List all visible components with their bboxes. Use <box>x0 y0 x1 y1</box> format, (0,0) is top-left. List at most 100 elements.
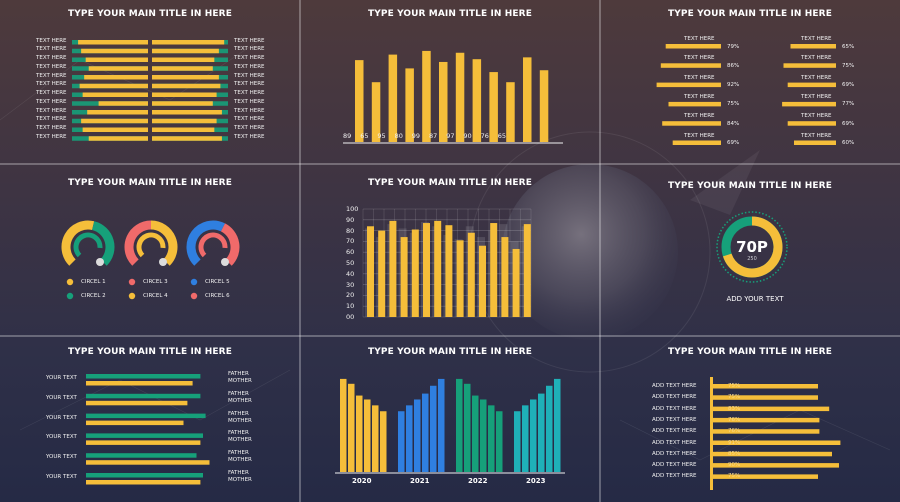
p3-label: TEXT HERE <box>801 55 832 62</box>
p1-right-bar <box>152 66 213 71</box>
p5-bar <box>367 226 374 317</box>
p7-series-label-2: MOTHER <box>228 437 252 444</box>
p1-right-label: TEXT HERE <box>234 116 265 123</box>
p5-bar <box>523 224 531 317</box>
p1-right-label: TEXT HERE <box>234 72 265 79</box>
p9-label: ADD TEXT HERE <box>652 439 697 446</box>
p9-value-label: 76% <box>728 416 741 423</box>
p1-right-label: TEXT HERE <box>234 63 265 70</box>
p3-label: TEXT HERE <box>684 55 715 62</box>
p3-bar <box>672 140 721 145</box>
p8-bar <box>514 411 521 472</box>
p2-bar <box>371 82 381 142</box>
p7-label: YOUR TEXT <box>46 394 77 401</box>
p1-left-bar <box>88 136 148 141</box>
p1-left-bar <box>81 118 148 124</box>
p1-left-label: TEXT HERE <box>36 116 67 123</box>
p3-value-label: 84% <box>727 120 740 127</box>
p2-bar-label: 76 <box>480 132 489 140</box>
p5-ytick: 40 <box>346 269 355 278</box>
panel-1-title: TYPE YOUR MAIN TITLE IN HERE <box>68 9 232 19</box>
p1-left-label: TEXT HERE <box>36 107 67 114</box>
p1-right-bar <box>152 101 213 106</box>
panel-3-title: TYPE YOUR MAIN TITLE IN HERE <box>668 9 832 19</box>
p1-right-label: TEXT HERE <box>234 98 265 105</box>
p2-bar <box>455 52 465 143</box>
panel-7-title: TYPE YOUR MAIN TITLE IN HERE <box>68 347 232 357</box>
p9-value-label: 85% <box>728 450 741 457</box>
p4-gauge-knob <box>96 258 104 266</box>
p8-group-label: 2021 <box>410 477 430 485</box>
p1-left-bar <box>79 83 148 89</box>
p9-bar <box>713 406 830 412</box>
p1-left-label: TEXT HERE <box>36 133 67 140</box>
p9-label: ADD TEXT HERE <box>652 473 697 480</box>
p1-left-label: TEXT HERE <box>36 37 67 44</box>
p9-bar <box>713 417 820 423</box>
p9-bar <box>713 474 818 479</box>
p5-ytick: 100 <box>346 205 359 213</box>
p3-value-label: 77% <box>842 101 855 108</box>
p3-bar <box>787 82 836 88</box>
p4-gauge-knob <box>159 258 167 266</box>
panel-9-title: TYPE YOUR MAIN TITLE IN HERE <box>668 347 832 357</box>
p9-label: ADD TEXT HERE <box>652 405 697 412</box>
p3-label: TEXT HERE <box>684 113 715 120</box>
p5-ytick: 60 <box>346 248 355 257</box>
p2-bar-label: 95 <box>377 132 386 140</box>
p1-right-bar <box>152 83 221 89</box>
p4-legend-label: CIRCEL 2 <box>81 292 106 299</box>
p2-bar <box>523 57 532 142</box>
p1-right-label: TEXT HERE <box>234 107 265 114</box>
p7-series-label-2: MOTHER <box>228 417 252 424</box>
p8-bar <box>348 383 355 472</box>
p5-bar <box>490 223 498 317</box>
p3-label: TEXT HERE <box>801 36 832 42</box>
p7-series-label-2: MOTHER <box>228 378 252 384</box>
p4-gauge-outer-arc-2 <box>91 221 115 266</box>
p1-left-bar <box>87 110 148 115</box>
p2-bar <box>422 50 431 142</box>
p2-bar <box>472 59 482 143</box>
p7-label: YOUR TEXT <box>46 474 77 480</box>
p7-bar-father <box>86 413 206 419</box>
p5-ytick: 30 <box>346 280 355 289</box>
p2-bar-label: 90 <box>463 132 472 140</box>
p4-legend-label: CIRCEL 1 <box>81 278 106 285</box>
panel-6-title: TYPE YOUR MAIN TITLE IN HERE <box>668 181 832 191</box>
gauge-caption: ADD YOUR TEXT <box>726 295 784 303</box>
p3-value-label: 86% <box>727 62 740 69</box>
p5-bar <box>400 237 408 317</box>
p7-bar-father <box>86 473 203 478</box>
p3-value-label: 79% <box>727 43 740 50</box>
p9-bar <box>713 463 839 468</box>
p5-bar <box>456 240 464 317</box>
p7-series-label-2: MOTHER <box>228 477 252 483</box>
p9-bar <box>713 440 841 445</box>
p9-label: ADD TEXT HERE <box>652 383 697 389</box>
gauge-value: 70P <box>736 238 768 256</box>
p2-bar <box>388 54 398 142</box>
p2-bar-label: 89 <box>343 132 352 140</box>
p8-bar <box>546 385 553 472</box>
p9-label: ADD TEXT HERE <box>652 428 697 435</box>
p7-label: YOUR TEXT <box>46 375 77 381</box>
p9-value-label: 83% <box>728 405 741 412</box>
p1-right-bar <box>152 110 222 115</box>
p3-value-label: 65% <box>842 43 855 50</box>
p4-legend-dot <box>128 292 136 300</box>
p1-left-label: TEXT HERE <box>36 125 67 131</box>
p1-right-label: TEXT HERE <box>234 125 265 131</box>
p5-ytick: 70 <box>346 237 355 246</box>
p7-series-label-1: FATHER <box>228 371 249 377</box>
p3-label: TEXT HERE <box>684 36 715 42</box>
p3-label: TEXT HERE <box>684 74 715 81</box>
p3-bar <box>665 44 721 49</box>
p1-right-label: TEXT HERE <box>234 55 265 61</box>
p1-right-bar <box>152 118 217 124</box>
p3-label: TEXT HERE <box>801 113 832 120</box>
p4-legend-dot <box>128 278 136 286</box>
gauge-subvalue: 250 <box>747 256 757 262</box>
p3-bar <box>660 63 721 68</box>
